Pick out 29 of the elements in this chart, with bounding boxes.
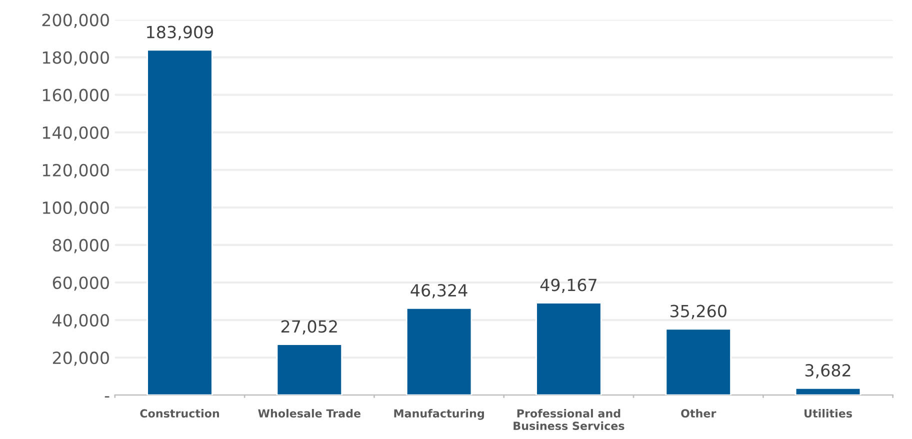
x-tick-label: Professional and Business Services bbox=[514, 408, 624, 430]
bar bbox=[276, 344, 343, 396]
y-tick-label: 180,000 bbox=[42, 51, 109, 66]
data-label: 35,260 bbox=[670, 304, 726, 320]
bar bbox=[665, 328, 732, 396]
y-tick-label: 100,000 bbox=[42, 201, 109, 216]
x-tick-label: Utilities bbox=[804, 408, 852, 418]
data-label: 46,324 bbox=[410, 284, 468, 298]
y-tick-label: 200,000 bbox=[42, 14, 109, 28]
data-label: 27,052 bbox=[281, 320, 337, 334]
y-tick-label: 160,000 bbox=[42, 88, 109, 104]
x-tick-label: Manufacturing bbox=[394, 408, 484, 420]
y-tick-label: 80,000 bbox=[52, 238, 109, 254]
bar bbox=[406, 307, 472, 396]
y-tick-label: 60,000 bbox=[52, 276, 109, 291]
y-tick-label: 20,000 bbox=[52, 352, 109, 366]
bar bbox=[536, 302, 602, 396]
y-tick-label: 40,000 bbox=[52, 314, 109, 328]
x-tick-label: Other bbox=[681, 408, 716, 418]
bar bbox=[146, 49, 213, 396]
y-tick-label: 140,000 bbox=[42, 126, 109, 141]
x-tick-label: Construction bbox=[140, 408, 220, 418]
data-label: 3,682 bbox=[805, 364, 850, 378]
y-tick-label: - bbox=[104, 396, 110, 398]
bar bbox=[794, 387, 862, 396]
x-tick-label: Wholesale Trade bbox=[258, 408, 361, 418]
data-label: 49,167 bbox=[540, 278, 596, 293]
y-tick-label: 120,000 bbox=[42, 164, 109, 178]
data-label: 183,909 bbox=[147, 26, 214, 40]
